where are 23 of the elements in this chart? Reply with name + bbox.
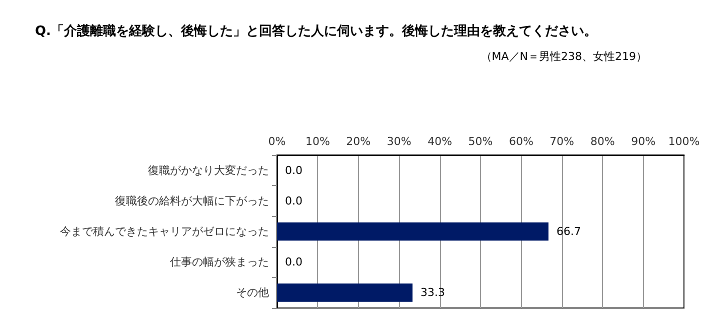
data-label: 66.7 [556, 225, 581, 238]
x-tick-label: 100% [668, 135, 700, 148]
data-label: 0.0 [285, 256, 302, 269]
data-label: 33.3 [420, 286, 446, 300]
data-label: 0.0 [285, 164, 302, 177]
x-tick-label: 50% [468, 135, 493, 148]
x-tick-label: 40% [428, 135, 452, 148]
data-label: 0.0 [285, 194, 302, 208]
x-tick-label: 10% [305, 135, 330, 148]
y-tick-label: 復職がかなり大変だった [148, 164, 269, 177]
x-tick-label: 80% [590, 135, 615, 148]
x-tick-label: 30% [386, 135, 412, 148]
y-tick-label: 復職後の給料が大幅に下がった [115, 194, 269, 208]
x-tick-label: 0% [268, 135, 286, 148]
x-tick-label: 90% [631, 135, 656, 148]
chart-title: Q.「介護離職を経験し、後悔した」と回答した人に伺います。後悔した理由を教えてください。 [35, 23, 597, 39]
x-tick-label: 60% [508, 135, 534, 148]
y-tick-label: 今まで積んできたキャリアがゼロになった [60, 225, 269, 238]
chart-subtitle: （MA／N＝男性238、女性219） [480, 50, 648, 63]
y-tick-label: 仕事の幅が狭まった [170, 256, 269, 269]
y-tick-label: その他 [236, 286, 269, 300]
x-tick-label: 70% [550, 135, 574, 148]
x-tick-label: 20% [346, 135, 371, 148]
